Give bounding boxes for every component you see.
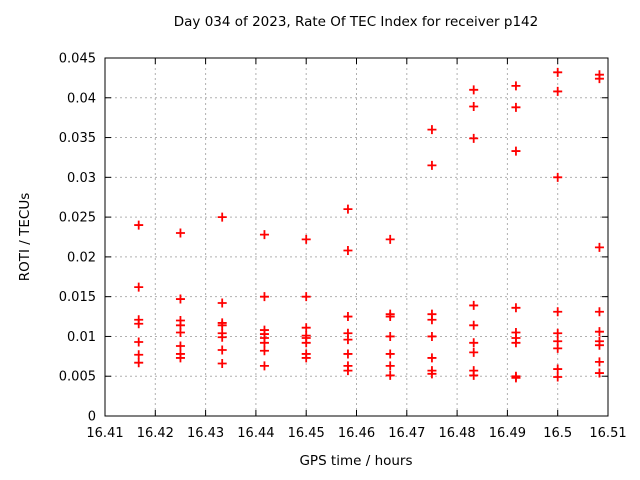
data-point-marker (134, 337, 144, 347)
y-tick-label: 0.045 (59, 52, 96, 67)
data-point-marker (469, 133, 479, 143)
data-point-marker (594, 357, 604, 367)
y-tick-label: 0.015 (59, 290, 96, 305)
data-point-marker (427, 125, 437, 135)
data-point-marker (427, 331, 437, 341)
y-tick-label: 0.03 (67, 171, 96, 186)
x-tick-label: 16.41 (86, 426, 123, 441)
data-point-marker (553, 86, 563, 96)
data-point-marker (385, 370, 395, 380)
y-tick-label: 0.025 (59, 211, 96, 226)
x-tick-label: 16.49 (489, 426, 526, 441)
data-point-marker (301, 338, 311, 348)
data-point-marker (134, 350, 144, 360)
data-point-marker (427, 353, 437, 363)
y-tick-label: 0.04 (67, 91, 96, 106)
data-point-marker (594, 242, 604, 252)
data-point-marker (511, 373, 521, 383)
data-point-marker (259, 361, 269, 371)
data-point-marker (469, 102, 479, 112)
data-point-marker (553, 172, 563, 182)
data-point-marker (343, 349, 353, 359)
data-point-marker (553, 67, 563, 77)
data-point-marker (217, 212, 227, 222)
x-axis-title: GPS time / hours (299, 453, 413, 469)
x-tick-label: 16.51 (589, 426, 626, 441)
data-point-marker (134, 358, 144, 368)
x-tick-label: 16.46 (338, 426, 375, 441)
data-point-marker (427, 315, 437, 325)
data-point-marker (385, 361, 395, 371)
y-tick-label: 0.035 (59, 131, 96, 146)
data-point-marker (259, 338, 269, 348)
data-point-marker (385, 312, 395, 322)
data-point-marker (259, 346, 269, 356)
data-point-marker (553, 307, 563, 317)
data-point-marker (134, 319, 144, 329)
data-point-marker (469, 85, 479, 95)
data-point-marker (134, 282, 144, 292)
data-point-marker (511, 303, 521, 313)
data-point-marker (175, 341, 185, 351)
x-tick-label: 16.43 (187, 426, 224, 441)
y-tick-label: 0.005 (59, 370, 96, 385)
data-point-marker (217, 358, 227, 368)
data-point-marker (175, 327, 185, 337)
data-point-marker (385, 234, 395, 244)
data-point-marker (427, 160, 437, 170)
data-point-marker (301, 234, 311, 244)
data-point-marker (385, 349, 395, 359)
data-point-marker (301, 292, 311, 302)
data-point-marker (217, 332, 227, 342)
data-point-marker (427, 369, 437, 379)
data-point-marker (175, 353, 185, 363)
data-point-marker (217, 345, 227, 355)
data-point-marker (594, 368, 604, 378)
data-point-marker (134, 220, 144, 230)
chart-title: Day 034 of 2023, Rate Of TEC Index for r… (173, 14, 539, 30)
x-tick-label: 16.47 (388, 426, 425, 441)
data-point-marker (553, 343, 563, 353)
data-point-marker (511, 81, 521, 91)
data-point-marker (301, 353, 311, 363)
data-point-marker (259, 292, 269, 302)
data-point-marker (469, 338, 479, 348)
data-point-marker (594, 327, 604, 337)
data-point-marker (175, 228, 185, 238)
data-point-marker (469, 300, 479, 310)
x-tick-label: 16.48 (438, 426, 475, 441)
data-point-marker (259, 230, 269, 240)
y-tick-label: 0.02 (67, 250, 96, 265)
data-point-marker (469, 370, 479, 380)
x-tick-label: 16.5 (543, 426, 572, 441)
data-point-marker (469, 347, 479, 357)
y-tick-label: 0 (88, 410, 96, 425)
data-point-marker (343, 246, 353, 256)
data-point-marker (343, 312, 353, 322)
data-point-marker (175, 294, 185, 304)
data-point-marker (301, 323, 311, 333)
data-point-marker (594, 307, 604, 317)
data-point-marker (343, 335, 353, 345)
data-point-marker (553, 372, 563, 382)
data-point-marker (594, 340, 604, 350)
x-tick-label: 16.42 (137, 426, 174, 441)
x-tick-label: 16.45 (288, 426, 325, 441)
x-tick-label: 16.44 (237, 426, 274, 441)
data-point-marker (511, 146, 521, 156)
data-point-marker (343, 204, 353, 214)
data-point-marker (594, 74, 604, 84)
data-point-marker (511, 102, 521, 112)
data-point-marker (217, 298, 227, 308)
data-point-marker (385, 331, 395, 341)
data-point-marker (469, 320, 479, 330)
data-point-marker (343, 366, 353, 376)
data-point-marker (553, 328, 563, 338)
data-point-marker (553, 364, 563, 374)
y-tick-label: 0.01 (67, 330, 96, 345)
data-point-marker (217, 320, 227, 330)
data-point-marker (511, 338, 521, 348)
